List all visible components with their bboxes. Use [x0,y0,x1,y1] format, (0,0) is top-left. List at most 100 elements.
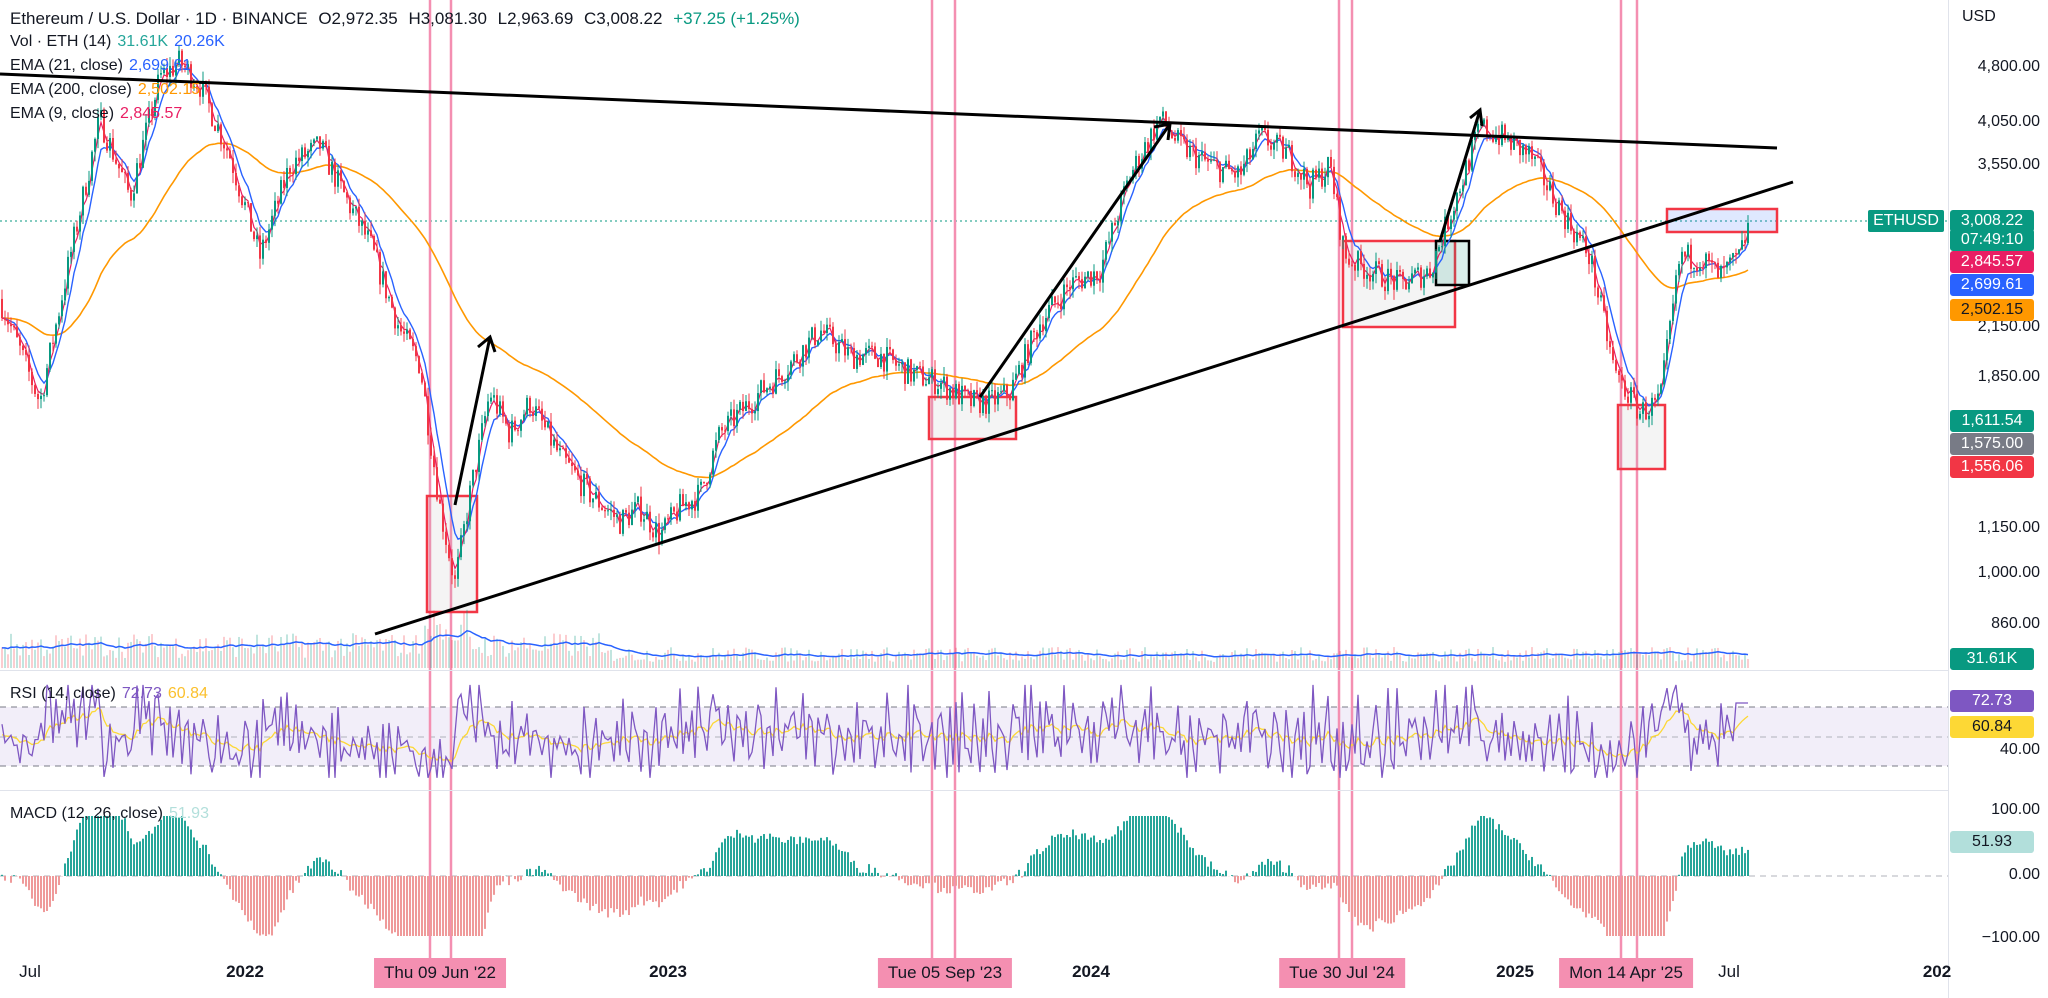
volume-bar [1660,659,1662,668]
crosshair-date-tag: Tue 30 Jul '24 [1279,958,1405,988]
candle-body [349,197,351,214]
volume-bar [1027,651,1029,668]
candle-body [1582,236,1584,238]
volume-bar [1246,648,1248,668]
volume-bar [61,639,63,668]
volume-bar [799,653,801,668]
volume-bar [127,642,129,668]
candle-body [922,366,924,386]
currency-button[interactable]: USD [1962,8,1996,25]
volume-bar [979,657,981,668]
macd-bar [991,876,993,891]
candle-body [985,395,987,414]
macd-bar [1102,842,1104,876]
candle-body [1000,391,1002,393]
volume-bar [1297,659,1299,668]
macd-bar [856,867,858,876]
candle-body [1567,212,1569,230]
candle-body [937,388,939,395]
candle-body [130,189,132,201]
macd-bar [1219,872,1221,876]
candle-body [1120,194,1122,221]
volume-bar [1663,649,1665,668]
macd-bar [667,876,669,897]
volume-bar [1714,648,1716,668]
volume-bar [1621,650,1623,668]
candle-body [892,349,894,360]
macd-bar [1057,834,1059,876]
candle-body [1177,130,1179,141]
candle-body [943,376,945,383]
time-label: Jul [19,962,41,981]
candle-body [124,172,126,174]
candle-body [1423,276,1425,288]
candle-body [646,511,648,520]
volume-bar [1255,649,1257,668]
ema200-legend: EMA (200, close) 2,502.15 [10,81,201,98]
macd-histogram [1,816,1749,936]
candle-body [1684,251,1686,257]
macd-bar [1369,876,1371,930]
volume-bar [562,640,564,668]
candle-body [394,307,396,329]
volume-bar [1633,651,1635,668]
candle-body [1333,166,1335,195]
macd-bar [607,876,609,918]
macd-bar [562,876,564,892]
candle-body [562,448,564,450]
volume-bar [1516,657,1518,668]
macd-bar [37,876,39,907]
volume-bar [991,648,993,668]
volume-bar [796,650,798,668]
candle-body [775,369,777,394]
candle-body [1228,160,1230,170]
volume-bar [931,651,933,668]
candle-body [601,507,603,510]
macd-bar [1588,876,1590,914]
macd-bar [1540,864,1542,876]
macd-bar [1564,876,1566,898]
macd-bar [1075,835,1077,876]
candle-body [769,386,771,389]
volume-bar [712,648,714,668]
macd-bar [1099,840,1101,876]
macd-bar [550,873,552,876]
volume-bar [550,643,552,668]
macd-bar [67,858,69,876]
candle-body [1471,139,1473,171]
candle-body [718,427,720,441]
macd-bar [1255,871,1257,876]
price-chart[interactable] [0,0,1948,998]
volume-bar [154,646,156,668]
volume-bar [1360,655,1362,668]
volume-bar [97,640,99,668]
macd-bar [85,816,87,876]
volume-bar [847,659,849,668]
macd-bar [1132,816,1134,876]
macd-bar [769,833,771,876]
volume-bar [1525,650,1527,668]
macd-bar [1408,876,1410,909]
volume-bar [1705,651,1707,668]
macd-bar [310,868,312,876]
candle-body [1108,241,1110,243]
candle-body [1042,324,1044,331]
candle-body [580,475,582,497]
candle-body [1222,167,1224,183]
macd-bar [1015,874,1017,876]
candle-body [829,324,831,327]
macd-bar [4,876,6,881]
volume-bar [1474,661,1476,668]
time-label: 2023 [649,962,687,981]
candle-body [1630,387,1632,403]
volume-bar [1366,647,1368,668]
volume-bar [892,661,894,668]
macd-bar [976,876,978,893]
candle-body [1546,185,1548,191]
volume-bar [937,650,939,668]
candle-body [97,117,99,139]
volume-bar [871,650,873,668]
candle-body [574,465,576,471]
candle-body [1012,379,1014,401]
volume-bar [706,657,708,668]
